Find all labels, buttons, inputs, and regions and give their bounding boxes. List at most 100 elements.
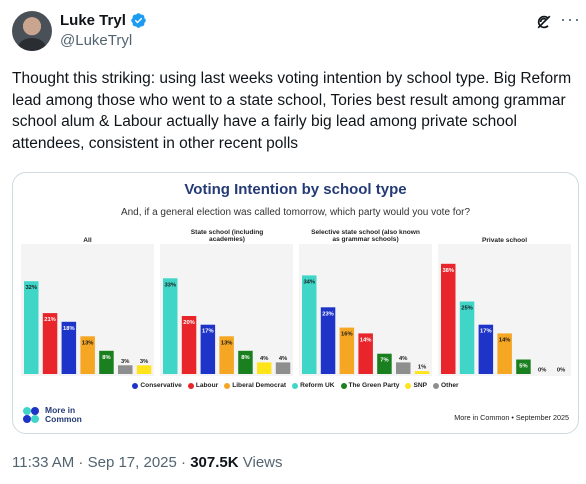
bar-other [118, 365, 133, 374]
bar-value-label: 38% [442, 268, 454, 274]
bar-value-label: 5% [519, 364, 527, 370]
bar-liberal-democrat [219, 336, 234, 374]
bar-other [396, 362, 411, 374]
legend-dot [187, 382, 194, 389]
bar-value-label: 13% [221, 340, 233, 346]
tweet-time[interactable]: 11:33 AM [12, 454, 75, 471]
bar-value-label: 25% [461, 306, 473, 312]
bar-value-label: 18% [63, 326, 75, 332]
panel-title-all: All [83, 237, 92, 244]
bar-labour [181, 316, 197, 374]
bar-the-green-party [99, 350, 114, 374]
bar-value-label: 21% [44, 317, 56, 323]
bar-conservative [320, 307, 336, 374]
legend-item: Conservative [132, 382, 182, 389]
bar-value-label: 16% [341, 332, 353, 338]
legend-label: The Green Party [348, 382, 400, 389]
bar-value-label: 7% [380, 358, 388, 364]
bar-value-label: 0% [538, 368, 546, 374]
bar-snp [414, 371, 430, 374]
avatar[interactable] [12, 11, 52, 51]
more-in-common-wordmark: More in Common [45, 406, 82, 424]
chart-image[interactable]: Voting Intention by school type And, if … [12, 172, 579, 434]
bar-reform-uk [302, 275, 317, 374]
more-options-icon[interactable]: ··· [560, 9, 581, 29]
legend-item: Liberal Democrat [224, 382, 286, 389]
wordmark-line-2: Common [45, 414, 82, 424]
bar-value-label: 17% [202, 329, 214, 335]
bar-snp [257, 362, 272, 374]
bar-conservative [478, 324, 494, 374]
views-label: Views [242, 454, 283, 471]
tweet-meta: 11:33 AM · Sep 17, 2025 · 307.5K Views [12, 454, 283, 471]
bar-value-label: 3% [121, 359, 129, 365]
legend-dot [340, 382, 347, 389]
legend-dot [292, 382, 299, 389]
bar-labour [441, 263, 456, 374]
legend-label: Conservative [140, 382, 182, 389]
bar-reform-uk [24, 281, 39, 374]
bar-value-label: 8% [241, 355, 249, 361]
bar-the-green-party [377, 353, 392, 374]
verified-badge-icon [131, 13, 146, 28]
legend-dot [433, 382, 439, 389]
panel-title-state: State school (including academies) [190, 229, 264, 244]
bar-liberal-democrat [497, 333, 512, 374]
legend-item: Reform UK [292, 382, 335, 389]
bar-liberal-democrat [80, 336, 95, 374]
author-name-text[interactable]: Luke Tryl [60, 12, 126, 29]
bar-value-label: 14% [360, 337, 372, 343]
more-in-common-logo [23, 407, 39, 423]
legend-label: Reform UK [300, 382, 335, 389]
legend-item: SNP [405, 382, 427, 389]
bar-value-label: 32% [25, 285, 37, 291]
bar-value-label: 4% [260, 356, 268, 362]
legend-dot [405, 382, 412, 389]
bar-snp [136, 365, 152, 374]
wordmark-line-1: More in [45, 405, 76, 415]
chart-title: Voting Intention by school type [184, 181, 407, 198]
bar-reform-uk [163, 278, 178, 374]
bar-value-label: 3% [140, 359, 148, 365]
bar-value-label: 14% [499, 337, 511, 343]
bar-value-label: 20% [183, 320, 195, 326]
legend-item: Other [433, 382, 459, 389]
chart-source: More in Common • September 2025 [454, 413, 569, 422]
bar-labour [42, 313, 58, 374]
panel-title-private: Private school [481, 237, 528, 244]
bar-liberal-democrat [339, 327, 355, 374]
grok-icon[interactable] [534, 12, 554, 32]
bar-labour [358, 333, 373, 374]
bar-value-label: 23% [322, 311, 334, 317]
bar-conservative [200, 324, 216, 374]
chart-subtitle: And, if a general election was called to… [120, 207, 471, 218]
bar-value-label: 4% [399, 356, 407, 362]
legend-label: Other [441, 382, 459, 389]
chart-legend: Conservative Labour Liberal Democrat Reform… [13, 382, 578, 389]
bar-value-label: 1% [418, 365, 426, 371]
tweet-date[interactable]: Sep 17, 2025 [87, 454, 177, 471]
bar-value-label: 34% [303, 279, 315, 285]
bar-value-label: 33% [164, 282, 176, 288]
bar-the-green-party [238, 350, 253, 374]
bar-other [275, 362, 291, 374]
bar-value-label: 17% [480, 329, 492, 335]
bar-the-green-party [516, 359, 531, 374]
legend-label: Labour [195, 382, 219, 389]
legend-item: The Green Party [340, 382, 400, 389]
bar-value-label: 4% [279, 356, 287, 362]
legend-dot [132, 382, 139, 389]
tweet-text: Thought this striking: using last weeks … [12, 70, 572, 152]
legend-dot [224, 382, 231, 389]
bar-reform-uk [459, 301, 475, 374]
legend-label: Liberal Democrat [232, 382, 287, 389]
legend-item: Labour [187, 382, 219, 389]
bar-value-label: 0% [557, 368, 565, 374]
bar-chart-plot: 32% 21% 18% 13% 8% 3% 3% 33% 20% 17% 13% 8% 4% 4% 34% 2… [24, 263, 565, 374]
view-count: 307.5K [190, 454, 239, 471]
bar-value-label: 8% [102, 355, 110, 361]
bar-value-label: 13% [82, 340, 94, 346]
legend-label: SNP [413, 382, 427, 389]
author-handle[interactable]: @LukeTryl [60, 32, 133, 49]
author-name[interactable]: Luke Tryl [60, 12, 147, 29]
